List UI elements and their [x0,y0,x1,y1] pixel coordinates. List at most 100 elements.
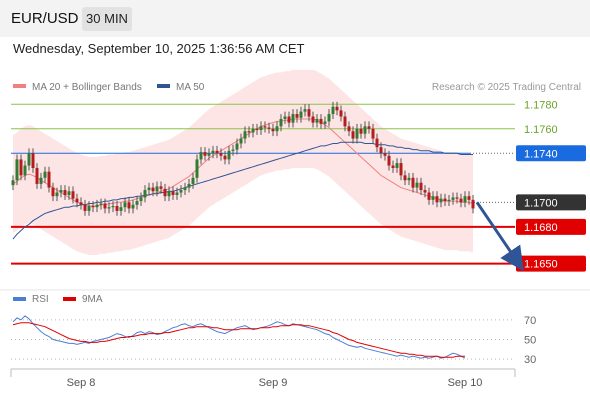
candle-body [319,118,323,124]
legend-label: RSI [32,294,49,305]
candle-body [191,177,195,184]
candle-body [171,191,175,195]
candle-body [419,182,423,191]
candle-body [359,128,363,134]
candle-body [339,110,343,117]
candle-body [379,147,383,154]
candle-body [139,197,143,202]
candle-body [187,183,191,188]
candle-body [119,207,123,211]
header-bar: EUR/USD 30 MIN [0,0,590,37]
candle-body [239,138,243,144]
legend-label: MA 50 [176,82,205,93]
ma50-line [12,141,473,240]
candle-body [55,192,59,197]
candle-body [391,165,395,168]
timestamp: Wednesday, September 10, 2025 1:36:56 AM… [13,41,305,56]
candle-body [23,165,27,176]
candle-body [415,182,419,188]
candle-body [83,204,87,211]
candle-body [123,202,127,208]
candle-body [399,163,403,176]
candle-body [307,109,311,117]
candle-body [283,116,287,119]
candle-body [407,177,411,181]
candle-body [63,190,67,195]
timeframe-button[interactable]: 30 MIN [82,7,132,31]
candle-body [463,196,467,203]
candle-body [131,204,135,209]
candle-body [19,159,23,176]
candle-body [183,187,187,191]
candle-body [375,138,379,148]
candle-body [271,128,275,132]
candle-body [435,196,439,203]
candle-body [395,163,399,168]
level-label-box [516,145,586,162]
candle-body [87,206,91,211]
x-tick-label: Sep 10 [448,377,483,389]
candle-body [451,197,455,200]
candle-body [347,126,351,132]
candle-body [363,126,367,134]
candle-body [427,192,431,200]
candle-body [147,187,151,191]
candle-body [11,180,15,186]
legend-swatch [13,297,26,301]
rsi-tick-label: 30 [524,354,536,366]
candle-body [343,116,347,127]
candle-body [95,204,99,208]
level-label-box [516,194,586,211]
candle-body [111,206,115,208]
candle-body [227,150,231,160]
legend-label: 9MA [82,294,103,305]
level-label: 1.1680 [524,222,558,234]
candle-body [367,126,371,129]
candle-body [159,186,163,189]
candle-body [259,126,263,130]
symbol-title: EUR/USD [11,10,79,27]
candle-body [303,109,307,112]
candle-body [327,114,331,122]
legend-label: MA 20 + Bollinger Bands [32,82,142,93]
candle-body [251,128,255,133]
x-tick-label: Sep 9 [259,377,288,389]
candle-body [155,186,159,192]
candle-body [315,118,319,123]
legend-swatch [13,84,26,88]
candle-body [355,128,359,139]
candle-body [115,206,119,211]
candle-body [71,191,75,199]
candle-body [39,177,43,184]
candle-body [207,153,211,156]
candle-body [291,114,295,123]
candle-body [91,206,95,208]
candle-body [51,187,55,197]
rsi-ma-line [12,322,465,358]
candle-body [231,149,235,151]
candle-body [67,191,71,195]
candle-body [455,197,459,199]
candle-body [403,175,407,181]
level-label: 1.1760 [524,124,558,136]
credit-text: Research © 2025 Trading Central [432,82,581,93]
candle-body [99,203,103,205]
candle-body [199,152,203,160]
candle-body [219,153,223,156]
legend-swatch [157,84,170,88]
candle-body [287,116,291,123]
candle-body [263,126,267,128]
candle-body [387,155,391,166]
candle-body [75,198,79,203]
x-tick-label: Sep 8 [67,377,96,389]
candle-body [279,118,283,127]
candle-body [247,131,251,133]
rsi-tick-label: 70 [524,315,536,327]
candle-body [79,202,83,205]
candle-body [331,106,335,115]
candle-body [203,152,207,156]
candle-body [447,199,451,202]
candle-body [439,198,443,203]
rsi-tick-label: 50 [524,334,536,346]
level-label-box [516,255,586,272]
